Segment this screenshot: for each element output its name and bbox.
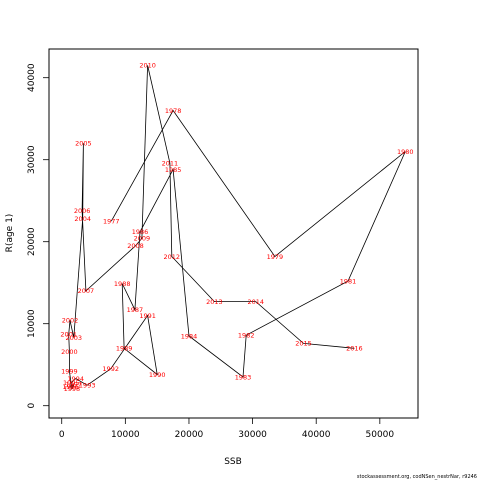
point-label-2003: 2003 — [66, 334, 83, 342]
point-label-1996: 1996 — [62, 383, 79, 391]
point-label-1989: 1989 — [116, 345, 133, 353]
point-label-1995: 1995 — [63, 379, 80, 387]
point-label-1977: 1977 — [103, 218, 120, 226]
x-axis-label: SSB — [224, 457, 242, 467]
point-label-1985: 1985 — [165, 166, 182, 174]
x-tick-label: 50000 — [366, 430, 395, 440]
series-line — [68, 65, 406, 390]
x-axis: 0 10000 20000 30000 40000 50000 — [59, 417, 395, 440]
point-label-2012: 2012 — [164, 253, 181, 261]
point-label-1982: 1982 — [238, 332, 255, 340]
point-label-2006: 2006 — [74, 207, 91, 215]
point-label-1990: 1990 — [149, 371, 166, 379]
y-axis: 0 10000 20000 30000 40000 — [27, 63, 50, 409]
y-tick-label: 40000 — [27, 63, 37, 92]
y-tick-label: 20000 — [27, 227, 37, 256]
point-label-1994: 1994 — [67, 375, 84, 383]
point-label-2011: 2011 — [162, 159, 179, 167]
point-label-2010: 2010 — [139, 62, 156, 70]
y-tick-label: 30000 — [27, 145, 37, 174]
point-label-1984: 1984 — [181, 332, 198, 340]
point-label-2014: 2014 — [248, 298, 265, 306]
point-label-1986: 1986 — [132, 228, 149, 236]
point-label-1997: 1997 — [66, 381, 83, 389]
y-tick-label: 0 — [27, 403, 37, 409]
point-label-1980: 1980 — [397, 148, 414, 156]
x-tick-label: 30000 — [238, 430, 267, 440]
x-tick-label: 0 — [59, 430, 65, 440]
point-label-1983: 1983 — [235, 373, 252, 381]
point-label-2009: 2009 — [134, 235, 151, 243]
point-label-2007: 2007 — [78, 287, 95, 295]
point-label-2005: 2005 — [75, 140, 92, 148]
point-label-1993: 1993 — [79, 382, 96, 390]
series-line-group — [68, 65, 406, 390]
point-label-1978: 1978 — [165, 107, 182, 115]
x-tick-label: 10000 — [111, 430, 140, 440]
x-tick-label: 20000 — [175, 430, 204, 440]
point-label-1981: 1981 — [340, 277, 357, 285]
point-label-2001: 2001 — [60, 331, 77, 339]
point-label-2000: 2000 — [61, 348, 78, 356]
point-label-2004: 2004 — [74, 215, 91, 223]
y-axis-label: R(age 1) — [5, 214, 15, 253]
point-label-2008: 2008 — [127, 242, 144, 250]
x-tick-label: 40000 — [302, 430, 331, 440]
point-label-1979: 1979 — [267, 253, 284, 261]
point-label-group: 1977 1978 1979 1980 1981 1982 1983 1984 1985 1986… — [60, 62, 413, 393]
point-label-2002: 2002 — [62, 317, 79, 325]
point-label-1988: 1988 — [114, 280, 131, 288]
point-label-2013: 2013 — [206, 298, 223, 306]
source-footnote: stockassessment.org, codNSen_nestrNar, r… — [356, 474, 477, 480]
point-label-1987: 1987 — [127, 306, 144, 314]
point-label-1998: 1998 — [64, 385, 81, 393]
point-label-1999: 1999 — [61, 368, 78, 376]
y-tick-label: 10000 — [27, 309, 37, 338]
point-label-1991: 1991 — [139, 312, 156, 320]
point-label-1992: 1992 — [102, 365, 119, 373]
point-label-2016: 2016 — [346, 345, 363, 353]
point-label-2015: 2015 — [295, 340, 312, 348]
